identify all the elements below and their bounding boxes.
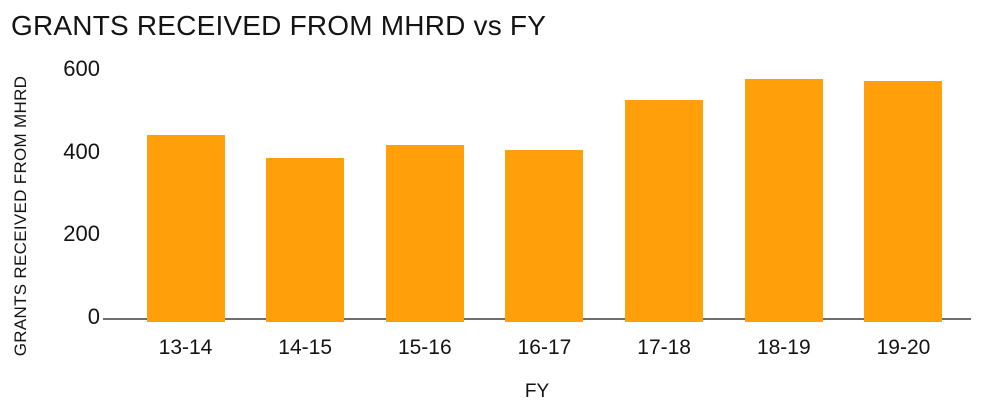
x-tick-label-16-17: 16-17 bbox=[517, 336, 572, 359]
y-tick-label-600: 600 bbox=[63, 56, 100, 81]
y-tick-label-400: 400 bbox=[63, 138, 100, 164]
x-tick-label-13-14: 13-14 bbox=[158, 336, 213, 359]
y-tick-label-200: 200 bbox=[63, 221, 100, 247]
bar-16-17 bbox=[505, 149, 584, 322]
bar-19-20 bbox=[864, 81, 943, 322]
x-tick-label-14-15: 14-15 bbox=[278, 336, 333, 359]
x-tick-label-19-20: 19-20 bbox=[876, 336, 931, 359]
x-tick-label-15-16: 15-16 bbox=[397, 336, 452, 359]
bar-14-15 bbox=[266, 157, 345, 322]
bar-17-18 bbox=[625, 99, 704, 322]
bar-15-16 bbox=[385, 145, 464, 322]
bar-18-19 bbox=[744, 79, 823, 322]
x-tick-label-17-18: 17-18 bbox=[637, 336, 691, 359]
bar-13-14 bbox=[146, 135, 225, 322]
chart-title: GRANTS RECEIVED FROM MHRD vs FY bbox=[11, 10, 547, 41]
y-tick-label-0: 0 bbox=[87, 304, 100, 329]
x-axis-title: FY bbox=[524, 381, 550, 402]
x-tick-label-18-19: 18-19 bbox=[756, 336, 811, 359]
